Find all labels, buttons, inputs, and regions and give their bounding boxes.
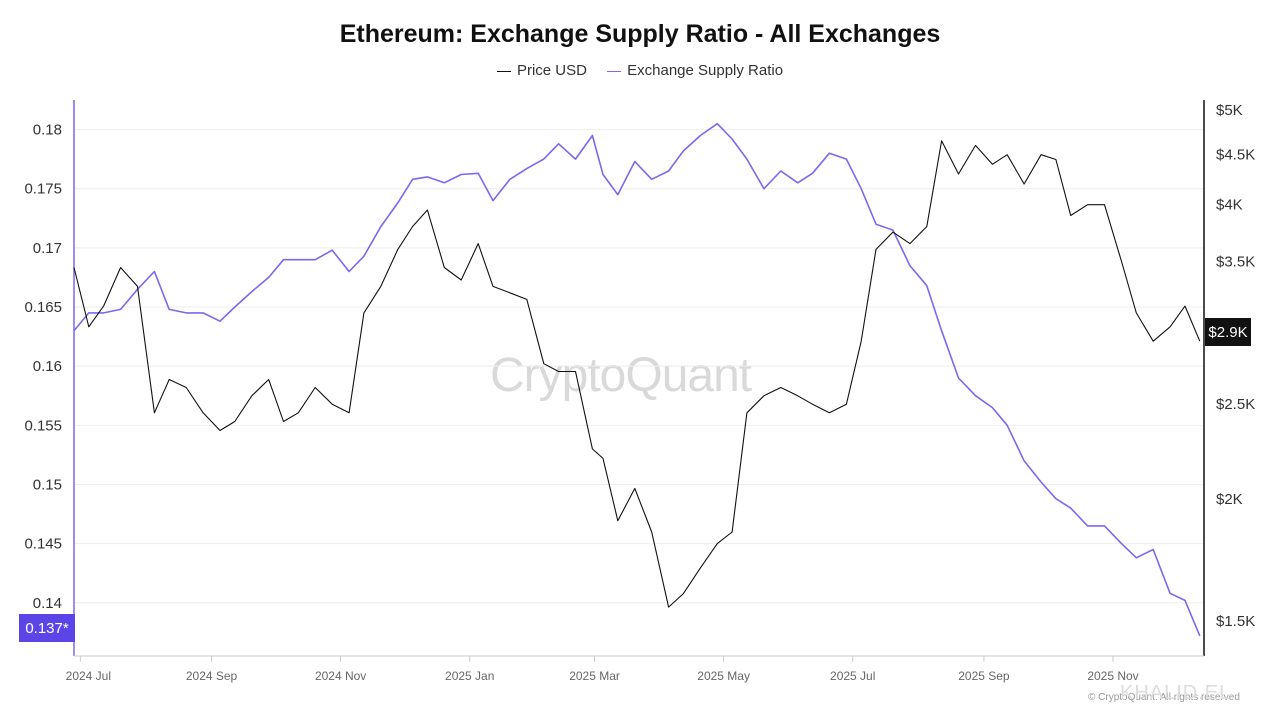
left-tick-label: 0.16 bbox=[33, 358, 62, 375]
right-tick-label: $5K bbox=[1216, 102, 1243, 119]
x-axis: 2024 Jul 2024 Sep 2024 Nov 2025 Jan 2025 Mar… bbox=[66, 655, 1204, 683]
footer-credit: © CryptoQuant. All rights reserved bbox=[1088, 692, 1240, 703]
left-tick-label: 0.165 bbox=[24, 299, 62, 316]
current-price-badge bbox=[1205, 318, 1251, 346]
legend-label-ratio: Exchange Supply Ratio bbox=[627, 62, 784, 79]
x-tick-label: 2025 Sep bbox=[958, 669, 1010, 683]
right-tick-label: $4K bbox=[1216, 197, 1243, 214]
chart-title: Ethereum: Exchange Supply Ratio - All Ex… bbox=[339, 20, 941, 48]
grid bbox=[74, 129, 1204, 604]
legend-item-price[interactable]: Price USD bbox=[496, 62, 587, 79]
right-axis: $1.5K$2K$2.5K$3K$3.5K$4K$4.5K$5K bbox=[1203, 100, 1255, 656]
left-axis: 0.14 0.145 0.15 0.155 0.16 0.165 0.17 0.175 0.18 bbox=[24, 100, 75, 656]
legend: Price USD Exchange Supply Ratio bbox=[0, 62, 1280, 79]
legend-item-ratio[interactable]: Exchange Supply Ratio bbox=[607, 62, 783, 79]
x-tick-label: 2025 Mar bbox=[569, 669, 620, 683]
current-ratio-badge bbox=[19, 614, 75, 642]
left-tick-label: 0.175 bbox=[24, 181, 62, 198]
left-tick-label: 0.145 bbox=[24, 536, 62, 553]
legend-label-price: Price USD bbox=[516, 62, 587, 79]
x-tick-label: 2025 Jan bbox=[445, 669, 494, 683]
right-tick-label: $4.5K bbox=[1216, 147, 1255, 164]
left-tick-label: 0.15 bbox=[33, 476, 62, 493]
right-tick-label: $1.5K bbox=[1216, 613, 1255, 630]
right-tick-label: $2.5K bbox=[1216, 396, 1255, 413]
watermark: CryptoQuant bbox=[490, 349, 752, 402]
left-tick-label: 0.17 bbox=[33, 240, 62, 257]
x-tick-label: 2024 Nov bbox=[315, 669, 366, 683]
value-badges: 0.137* $2.9K bbox=[19, 318, 1251, 642]
legend-swatch-ratio bbox=[607, 70, 622, 72]
x-tick-label: 2025 Nov bbox=[1087, 669, 1138, 683]
series-line-exchange-supply-ratio bbox=[73, 122, 1201, 637]
footer-author: KHALID.EL bbox=[1120, 682, 1232, 704]
right-tick-label: $3.5K bbox=[1216, 253, 1255, 270]
x-tick-label: 2024 Sep bbox=[186, 669, 238, 683]
series-layer bbox=[73, 122, 1201, 637]
x-tick-label: 2025 May bbox=[697, 669, 750, 683]
current-ratio-label: 0.137* bbox=[25, 620, 69, 637]
x-tick-label: 2025 Jul bbox=[830, 669, 875, 683]
left-tick-label: 0.18 bbox=[33, 122, 62, 139]
legend-swatch-price bbox=[496, 70, 511, 72]
series-line-price-usd bbox=[73, 140, 1201, 608]
current-price-label: $2.9K bbox=[1208, 324, 1247, 341]
left-tick-label: 0.14 bbox=[33, 595, 62, 612]
left-tick-label: 0.155 bbox=[24, 417, 62, 434]
right-tick-label: $2K bbox=[1216, 491, 1243, 508]
x-tick-label: 2024 Jul bbox=[66, 669, 111, 683]
